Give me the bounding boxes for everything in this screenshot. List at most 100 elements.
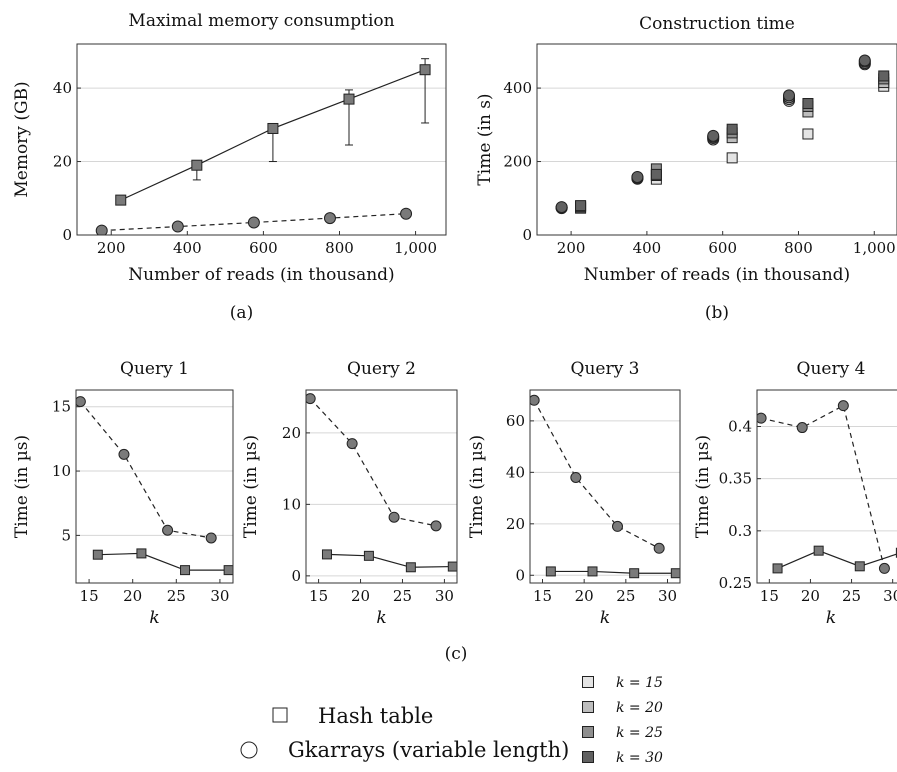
x-tick-label: 800 bbox=[784, 239, 813, 257]
x-tick-label: 30 bbox=[883, 587, 897, 605]
data-point-square bbox=[772, 563, 783, 574]
gkarrays-series-line bbox=[101, 213, 407, 232]
plot-frame bbox=[756, 389, 897, 584]
x-axis-label: k bbox=[376, 608, 386, 628]
x-axis-label: Number of reads (in thousand) bbox=[584, 265, 850, 285]
data-point-circle bbox=[388, 511, 400, 523]
k-legend-swatch bbox=[582, 751, 594, 763]
y-tick-label: 20 bbox=[53, 153, 72, 171]
data-point-square bbox=[92, 549, 103, 560]
x-tick-label: 400 bbox=[173, 239, 202, 257]
chart-b: Construction time 0 200 400 200 400 600 800 1,00… bbox=[475, 14, 897, 323]
y-axis-label: Time (in µs) bbox=[12, 435, 32, 538]
chart-title: Query 3 bbox=[571, 359, 640, 379]
y-tick-label: 20 bbox=[282, 424, 301, 442]
chart-title: Construction time bbox=[639, 14, 795, 34]
y-tick-label: 60 bbox=[506, 412, 525, 430]
subfigure-label: (b) bbox=[705, 303, 729, 323]
data-point-square bbox=[650, 168, 662, 180]
chart-a: Maximal memory consumption 0 20 40 200 400 600… bbox=[12, 11, 447, 323]
k-legend: k = 15 k = 20 k = 25 k = 30 bbox=[582, 675, 663, 766]
data-point-circle bbox=[796, 422, 808, 434]
y-tick-label: 40 bbox=[53, 79, 72, 97]
data-point-circle bbox=[858, 54, 871, 67]
data-point-square bbox=[191, 159, 203, 171]
data-point-circle bbox=[430, 520, 442, 532]
y-tick-label: 0 bbox=[522, 226, 532, 244]
x-tick-label: 15 bbox=[760, 587, 779, 605]
x-tick-label: 1,000 bbox=[853, 239, 896, 257]
x-axis-label: Number of reads (in thousand) bbox=[128, 265, 394, 285]
data-point-circle bbox=[653, 542, 665, 554]
x-tick-label: 200 bbox=[97, 239, 126, 257]
y-tick-label: 5 bbox=[61, 526, 71, 544]
k-legend-label: k = 20 bbox=[616, 700, 663, 716]
data-point-circle bbox=[612, 520, 623, 532]
plot-area bbox=[76, 396, 233, 576]
y-tick-label: 400 bbox=[503, 79, 532, 97]
data-point-square bbox=[726, 152, 738, 164]
chart-q2: Query 2 0 10 20 15 20 25 30 k Time (in µs) bbox=[241, 359, 458, 628]
data-point-circle bbox=[757, 412, 767, 424]
data-point-square bbox=[854, 561, 865, 572]
k-legend-label: k = 30 bbox=[616, 750, 663, 766]
y-tick-label: 15 bbox=[52, 398, 71, 416]
chart-q1: Query 1 5 10 15 15 20 25 30 k Time (in µs) bbox=[12, 359, 234, 628]
legend-label: Hash table bbox=[318, 704, 433, 728]
data-point-square bbox=[419, 64, 431, 76]
gkarrays-series-line bbox=[79, 401, 212, 539]
data-point-circle bbox=[570, 471, 582, 483]
data-point-square bbox=[726, 123, 738, 135]
data-point-circle bbox=[707, 129, 720, 142]
k-legend-label: k = 15 bbox=[616, 675, 663, 691]
chart-title: Query 4 bbox=[797, 359, 866, 379]
plot-area bbox=[95, 58, 431, 235]
x-tick-label: 30 bbox=[435, 587, 454, 605]
y-axis-label: Time (in µs) bbox=[241, 435, 261, 538]
chart-title: Query 2 bbox=[347, 359, 416, 379]
plot-frame bbox=[75, 389, 234, 584]
data-point-square bbox=[587, 566, 598, 577]
x-axis-label: k bbox=[826, 608, 836, 628]
subfigure-label: (a) bbox=[230, 303, 253, 323]
data-point-circle bbox=[306, 393, 316, 405]
plot-frame bbox=[536, 43, 897, 236]
data-point-square bbox=[545, 566, 556, 577]
x-tick-label: 20 bbox=[575, 587, 594, 605]
data-point-square bbox=[343, 93, 355, 105]
data-point-square bbox=[878, 70, 890, 82]
data-point-circle bbox=[530, 394, 540, 406]
x-tick-label: 30 bbox=[658, 587, 677, 605]
x-tick-label: 25 bbox=[616, 587, 635, 605]
plot-frame bbox=[305, 389, 458, 584]
data-point-square bbox=[670, 568, 680, 579]
chart-q4: Query 4 0.25 0.3 0.35 0.4 15 20 25 30 k Time (in µ… bbox=[693, 359, 897, 628]
k-legend-label: k = 25 bbox=[616, 725, 663, 741]
gkarrays-series-line bbox=[309, 398, 437, 527]
data-point-square bbox=[405, 562, 416, 573]
x-tick-label: 1,000 bbox=[394, 239, 437, 257]
data-point-circle bbox=[631, 170, 644, 183]
x-tick-label: 600 bbox=[249, 239, 278, 257]
x-tick-label: 25 bbox=[167, 587, 186, 605]
x-tick-label: 200 bbox=[557, 239, 586, 257]
y-tick-label: 10 bbox=[52, 462, 71, 480]
x-tick-label: 20 bbox=[351, 587, 370, 605]
data-point-square bbox=[813, 545, 824, 556]
data-point-square bbox=[267, 122, 279, 134]
y-axis-label: Time (in µs) bbox=[693, 435, 713, 538]
y-tick-label: 0 bbox=[62, 226, 72, 244]
y-tick-label: 10 bbox=[282, 495, 301, 513]
legend: Hash table Gkarrays (variable length) bbox=[240, 704, 569, 762]
x-axis-label: k bbox=[149, 608, 159, 628]
data-point-circle bbox=[555, 201, 568, 214]
x-tick-label: 20 bbox=[123, 587, 142, 605]
x-axis-label: k bbox=[600, 608, 610, 628]
data-point-circle bbox=[400, 207, 413, 220]
data-point-circle bbox=[162, 524, 174, 536]
plot-area bbox=[306, 393, 457, 573]
data-point-square bbox=[802, 98, 814, 110]
y-tick-label: 0.35 bbox=[719, 470, 752, 488]
data-point-circle bbox=[247, 216, 260, 229]
